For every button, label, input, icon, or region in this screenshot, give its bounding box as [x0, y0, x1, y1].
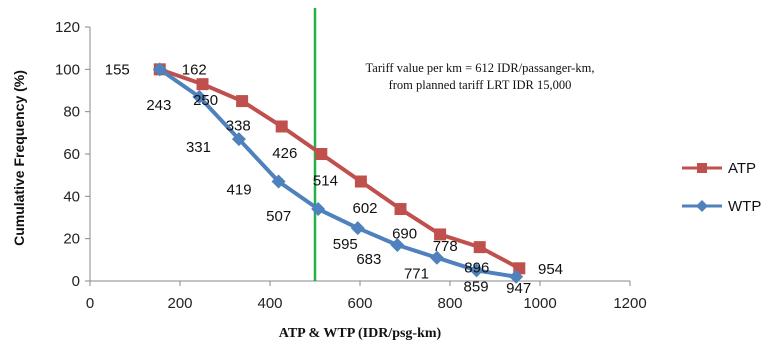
series-wtp-point	[390, 238, 405, 253]
legend-atp-marker	[697, 163, 707, 173]
series-wtp-point	[311, 202, 326, 217]
y-tick-label: 0	[72, 273, 80, 290]
data-label-atp: 155	[105, 61, 130, 78]
series-wtp-point	[429, 250, 444, 265]
series-wtp-line	[158, 67, 517, 279]
series-atp-point	[354, 175, 367, 188]
data-label-atp: 162	[182, 61, 207, 78]
series-wtp-point	[192, 89, 207, 104]
data-label-wtp: 947	[506, 280, 531, 297]
data-label-wtp: 331	[186, 139, 211, 156]
extra-data-label: 954	[538, 261, 563, 278]
data-label-wtp: 771	[404, 266, 429, 283]
legend-item-atp: ATP	[682, 160, 756, 177]
x-axis-label: ATP & WTP (IDR/psg-km)	[279, 326, 442, 341]
series-wtp-point	[231, 132, 246, 147]
series-atp-point	[434, 228, 447, 241]
annotation-line-1: Tariff value per km = 612 IDR/passanger-…	[366, 61, 595, 75]
x-tick-label: 600	[347, 295, 372, 312]
y-tick-label: 120	[55, 19, 80, 36]
data-label-atp: 778	[433, 238, 458, 255]
x-tick-label: 1000	[523, 295, 556, 312]
legend: ATP WTP	[682, 160, 761, 215]
data-label-wtp: 683	[356, 251, 381, 268]
series-wtp-point	[152, 62, 167, 77]
data-labels: 155 162 250 338 426 514 602 690 778 896 243 331 419 5…	[105, 61, 531, 296]
annotation-line-2: from planned tariff LRT IDR 15,000	[389, 78, 572, 92]
data-label-wtp: 419	[227, 182, 252, 199]
series-atp-point	[473, 241, 486, 254]
legend-wtp-label: WTP	[728, 198, 761, 215]
y-tick-label: 40	[63, 188, 80, 205]
data-label-wtp: 507	[266, 208, 291, 225]
data-label-atp: 896	[464, 259, 489, 276]
data-label-atp: 690	[392, 225, 417, 242]
x-tick-label: 200	[167, 295, 192, 312]
data-label-atp: 426	[272, 145, 297, 162]
series-group	[152, 62, 526, 284]
data-label-atp: 250	[193, 92, 218, 109]
data-label-wtp: 243	[146, 97, 171, 114]
data-label-wtp: 859	[464, 278, 489, 295]
series-atp-point	[394, 203, 407, 216]
series-atp-line	[159, 67, 521, 271]
series-wtp-point	[350, 221, 365, 236]
data-label-atp: 602	[353, 200, 378, 217]
series-wtp-point	[509, 269, 524, 284]
y-tick-label: 60	[63, 146, 80, 163]
data-label-wtp: 595	[333, 236, 358, 253]
y-tick-label: 100	[55, 61, 80, 78]
data-label-atp: 514	[313, 173, 338, 190]
series-atp-point	[196, 78, 209, 91]
legend-wtp-marker	[696, 200, 708, 212]
x-tick-label: 800	[437, 295, 462, 312]
x-tick-label: 0	[86, 295, 94, 312]
legend-atp-label: ATP	[728, 160, 756, 177]
series-atp-point	[236, 95, 249, 108]
x-tick-label: 400	[257, 295, 282, 312]
series-wtp-point	[469, 263, 484, 278]
y-tick-label: 20	[63, 231, 80, 248]
data-label-atp: 338	[226, 117, 251, 134]
y-tick-label: 80	[63, 104, 80, 121]
x-ticks: 0 200 400 600 800 1000 1200	[86, 281, 647, 312]
series-wtp-point	[271, 174, 286, 189]
series-atp-point	[315, 148, 328, 160]
legend-item-wtp: WTP	[682, 198, 761, 215]
y-axis-label: Cumulative Frequency (%)	[11, 70, 27, 246]
series-atp-point	[275, 120, 288, 133]
x-tick-label: 1200	[613, 295, 646, 312]
y-ticks: 0 20 40 60 80 100 120	[55, 19, 90, 290]
